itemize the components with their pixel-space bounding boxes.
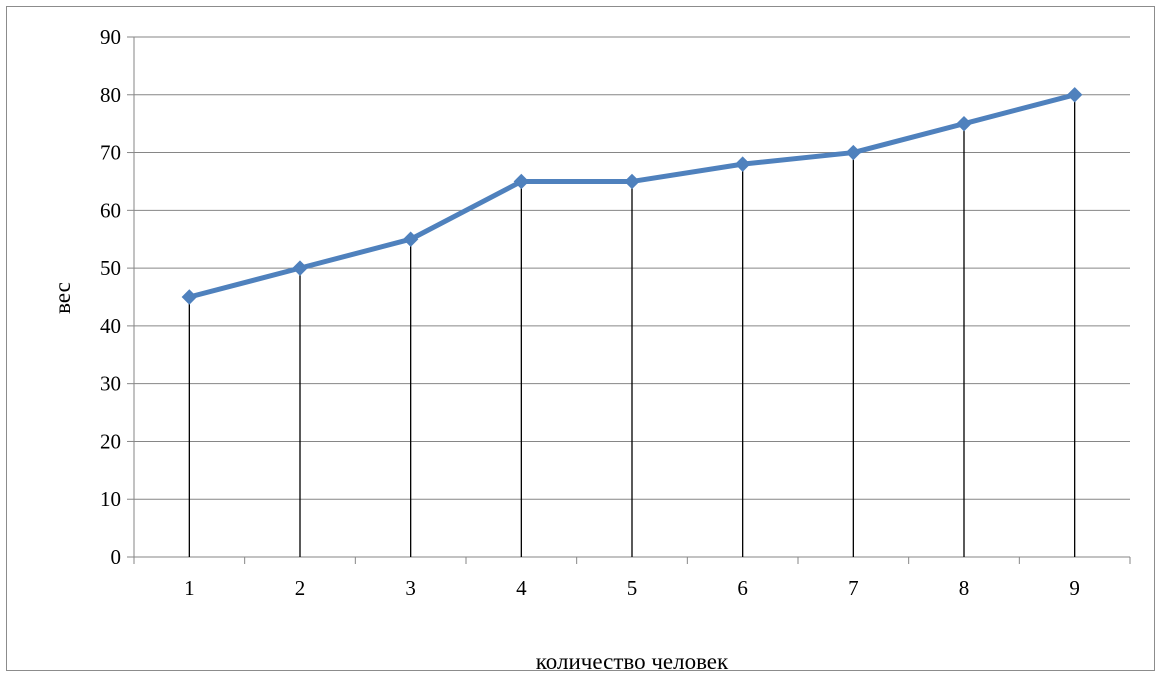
y-tick-label: 30 [100, 372, 121, 396]
x-tick-labels: 1 2 3 4 5 6 7 8 9 [184, 576, 1080, 600]
data-point-marker [624, 173, 640, 190]
data-point-marker [402, 231, 419, 247]
y-tick-label: 60 [100, 198, 121, 222]
y-tick-label: 0 [111, 545, 122, 569]
drop-lines [188, 94, 1076, 557]
x-tick-label: 8 [959, 576, 970, 600]
data-point-marker [292, 260, 308, 276]
x-tick-label: 7 [848, 576, 859, 600]
x-tick-label: 3 [405, 576, 416, 600]
data-point-marker [734, 156, 751, 172]
data-point-marker [513, 173, 530, 190]
data-point-marker [1066, 87, 1083, 103]
data-point-marker [845, 144, 862, 161]
y-tick-label: 10 [100, 487, 121, 511]
x-tick-label: 9 [1069, 576, 1080, 600]
x-tick-label: 2 [295, 576, 306, 600]
data-point-marker [181, 289, 198, 305]
data-markers [181, 87, 1083, 305]
x-tick-label: 5 [627, 576, 638, 600]
x-tick-label: 1 [184, 576, 195, 600]
y-tick-label: 70 [100, 141, 121, 165]
y-axis-title: вес [50, 282, 75, 314]
y-tick-label: 50 [100, 256, 121, 280]
y-tick-labels: 0 10 20 30 40 50 60 70 80 90 [100, 25, 121, 569]
y-tick-label: 40 [100, 314, 121, 338]
y-tick-label: 20 [100, 429, 121, 453]
y-tick-label: 80 [100, 83, 121, 107]
x-axis-title: количество человек [536, 649, 729, 674]
axes [127, 36, 1131, 564]
x-tick-label: 4 [516, 576, 527, 600]
y-tick-label: 90 [100, 25, 121, 49]
data-point-marker [956, 115, 972, 132]
x-tick-label: 6 [737, 576, 748, 600]
